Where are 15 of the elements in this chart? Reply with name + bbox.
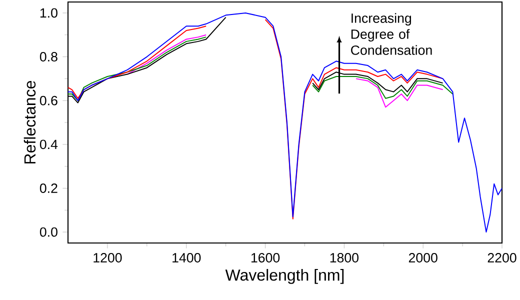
annotation: Increasing Degree of Condensation <box>351 13 432 55</box>
y-tick-label: 0.8 <box>40 52 58 62</box>
x-tick-label: 2000 <box>408 253 438 262</box>
x-tick-label: 1400 <box>172 253 201 262</box>
y-tick-label: 0.0 <box>40 227 58 237</box>
x-tick-label: 1800 <box>330 253 358 262</box>
y-tick-label: 0.2 <box>40 184 58 193</box>
y-tick-label: 0.6 <box>40 96 58 106</box>
y-tick-label: 1.0 <box>40 8 58 18</box>
y-axis-title: Reflectance <box>24 80 36 164</box>
x-tick-label: 1200 <box>94 253 122 262</box>
x-axis-title: Wavelength [nm] <box>225 268 344 284</box>
x-tick-label: 2200 <box>488 253 516 262</box>
y-tick-label: 0.4 <box>40 140 58 150</box>
x-tick-label: 1600 <box>251 253 280 262</box>
